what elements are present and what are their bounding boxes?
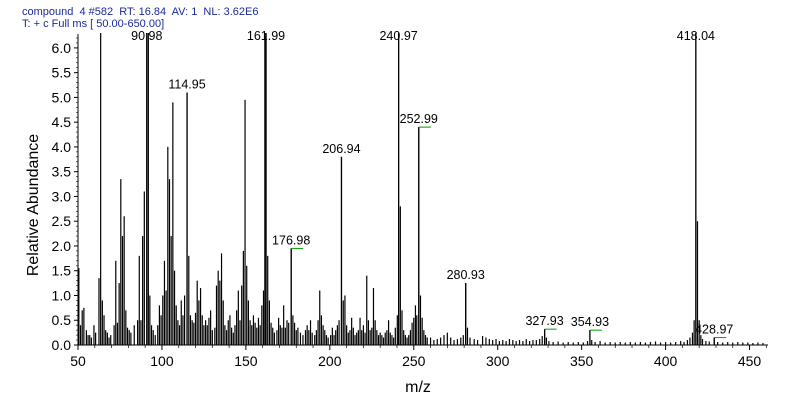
y-tick-label: 3.5 <box>52 164 72 180</box>
x-axis-title: m/z <box>405 379 431 396</box>
x-tick-label: 150 <box>234 353 258 369</box>
x-tick-label: 400 <box>654 353 678 369</box>
y-tick-label: 0.5 <box>52 312 72 328</box>
scan-header-line-2: T: + c Full ms [ 50.00-650.00] <box>22 18 165 30</box>
y-tick-label: 4.5 <box>52 114 72 130</box>
y-tick-label: 0.0 <box>52 337 72 353</box>
scan-header-line-1: compound 4 #582 RT: 16.84 AV: 1 NL: 3.62… <box>22 6 259 18</box>
peak-label: 114.95 <box>168 77 205 91</box>
y-axis-title: Relative Abundance <box>25 134 42 276</box>
peak-label: 240.97 <box>379 29 417 43</box>
peak-label: 252.99 <box>400 112 438 126</box>
spectrum-peaks <box>78 33 764 345</box>
peak-labels: 90.98 114.95 161.99 176.98 206.94 240.97 252.9… <box>131 29 733 339</box>
x-tick-label: 100 <box>150 353 174 369</box>
y-tick-label: 5.5 <box>52 65 72 81</box>
x-tick-label: 200 <box>318 353 342 369</box>
chart-axes: 0.0 0.5 1.0 1.5 2.0 2.5 3.0 3.5 4.0 4.5 5.0 5.5 6.0 5… <box>52 34 768 369</box>
peak-label: 418.04 <box>677 29 715 43</box>
x-tick-label: 350 <box>570 353 594 369</box>
y-tick-label: 6.0 <box>52 40 72 56</box>
y-tick-label: 2.5 <box>52 213 72 229</box>
peak-label: 161.99 <box>247 29 285 43</box>
x-tick-label: 250 <box>402 353 426 369</box>
x-tick-label: 50 <box>70 353 86 369</box>
peak-label: 90.98 <box>131 29 162 43</box>
peak-label: 206.94 <box>322 142 360 156</box>
y-tick-label: 5.0 <box>52 89 72 105</box>
peak-label: 354.93 <box>571 315 609 329</box>
y-tick-label: 2.0 <box>52 238 72 254</box>
x-tick-label: 300 <box>486 353 510 369</box>
peak-label: 176.98 <box>272 233 310 247</box>
peak-label: 280.93 <box>447 268 485 282</box>
y-tick-label: 3.0 <box>52 188 72 204</box>
peak-label: 428.97 <box>695 323 733 337</box>
y-tick-label: 4.0 <box>52 139 72 155</box>
peak-label: 327.93 <box>525 314 563 328</box>
x-tick-label: 450 <box>738 353 762 369</box>
y-tick-label: 1.0 <box>52 287 72 303</box>
y-tick-label: 1.5 <box>52 263 72 279</box>
